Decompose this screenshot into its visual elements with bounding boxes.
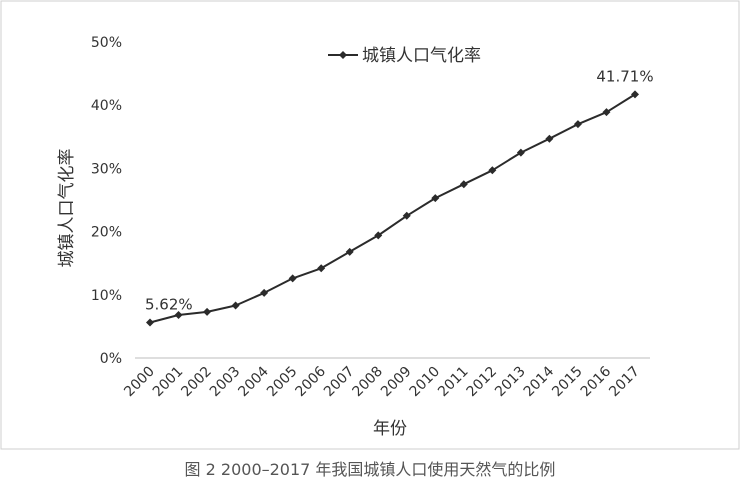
data-point-marker [459,180,468,189]
data-point-marker [146,318,154,327]
y-tick-label: 50% [91,35,122,51]
data-point-marker [260,288,269,297]
data-point-marker [345,247,354,256]
legend-label: 城镇人口气化率 [362,46,481,66]
data-point-marker [231,301,240,310]
data-point-marker [374,231,383,240]
chart-frame [0,0,740,450]
y-axis-label: 城镇人口气化率 [57,149,77,268]
series-markers [146,90,639,327]
data-point-marker [545,134,554,143]
data-point-marker [402,211,411,220]
data-point-marker [288,274,297,283]
line-chart: 0%10%20%30%40%50% 2000200120022003200420… [0,0,740,450]
y-tick-label: 10% [91,288,122,304]
y-tick-labels: 0% 10% 20% 30% 40% 50% [91,35,122,367]
y-tick-label: 20% [91,225,122,241]
data-label: 41.71% [596,67,653,85]
x-axis-label: 年份 [373,419,407,439]
data-point-marker [631,90,639,99]
y-tick-label: 0% [100,351,122,367]
legend-marker-diamond [339,51,347,59]
data-point-marker [431,194,440,203]
data-point-marker [516,148,525,157]
data-labels: 5.62% 41.71% [145,67,654,313]
data-point-marker [573,120,582,129]
y-tick-label: 40% [91,98,122,114]
series-line [149,93,636,324]
data-label: 5.62% [145,295,193,313]
y-tick-label: 30% [91,161,122,177]
data-point-marker [203,307,212,316]
legend: 城镇人口气化率 [328,46,481,66]
data-point-marker [317,264,326,273]
data-point-marker [602,108,611,117]
figure-caption: 图 2 2000–2017 年我国城镇人口使用天然气的比例 [184,460,556,479]
data-point-marker [488,166,497,175]
data-point-marker [174,311,183,320]
